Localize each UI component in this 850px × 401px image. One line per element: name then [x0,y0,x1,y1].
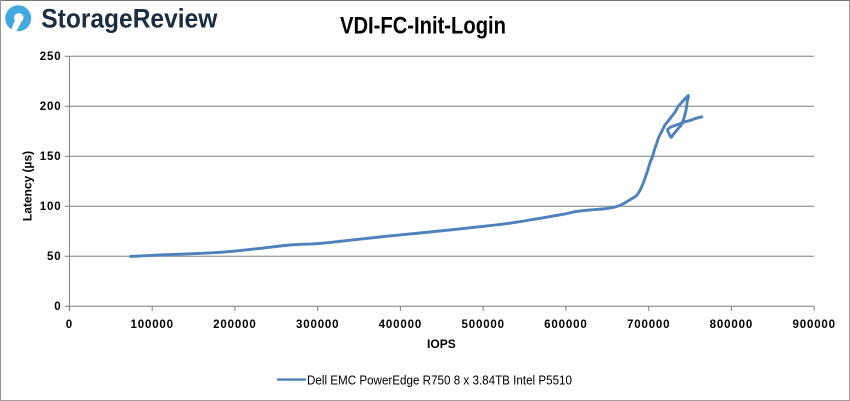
svg-text:150: 150 [40,151,62,163]
svg-text:Latency (µs): Latency (µs) [21,151,35,221]
svg-text:700000: 700000 [627,319,670,331]
svg-text:200000: 200000 [213,319,256,331]
svg-text:50: 50 [47,251,62,263]
svg-text:100: 100 [40,201,62,213]
svg-text:0: 0 [66,319,73,331]
svg-text:200: 200 [40,101,62,113]
svg-text:100000: 100000 [130,319,173,331]
svg-text:800000: 800000 [710,319,753,331]
svg-text:VDI-FC-Init-Login: VDI-FC-Init-Login [340,13,506,39]
svg-text:400000: 400000 [379,319,422,331]
svg-text:500000: 500000 [461,319,504,331]
svg-text:600000: 600000 [544,319,587,331]
svg-text:900000: 900000 [792,319,835,331]
svg-text:StorageReview: StorageReview [41,4,218,34]
svg-text:Dell EMC PowerEdge R750 8 x 3.: Dell EMC PowerEdge R750 8 x 3.84TB Intel… [307,373,572,387]
svg-text:250: 250 [40,51,62,63]
svg-text:IOPS: IOPS [427,337,456,351]
svg-text:0: 0 [54,301,61,313]
svg-text:300000: 300000 [296,319,339,331]
